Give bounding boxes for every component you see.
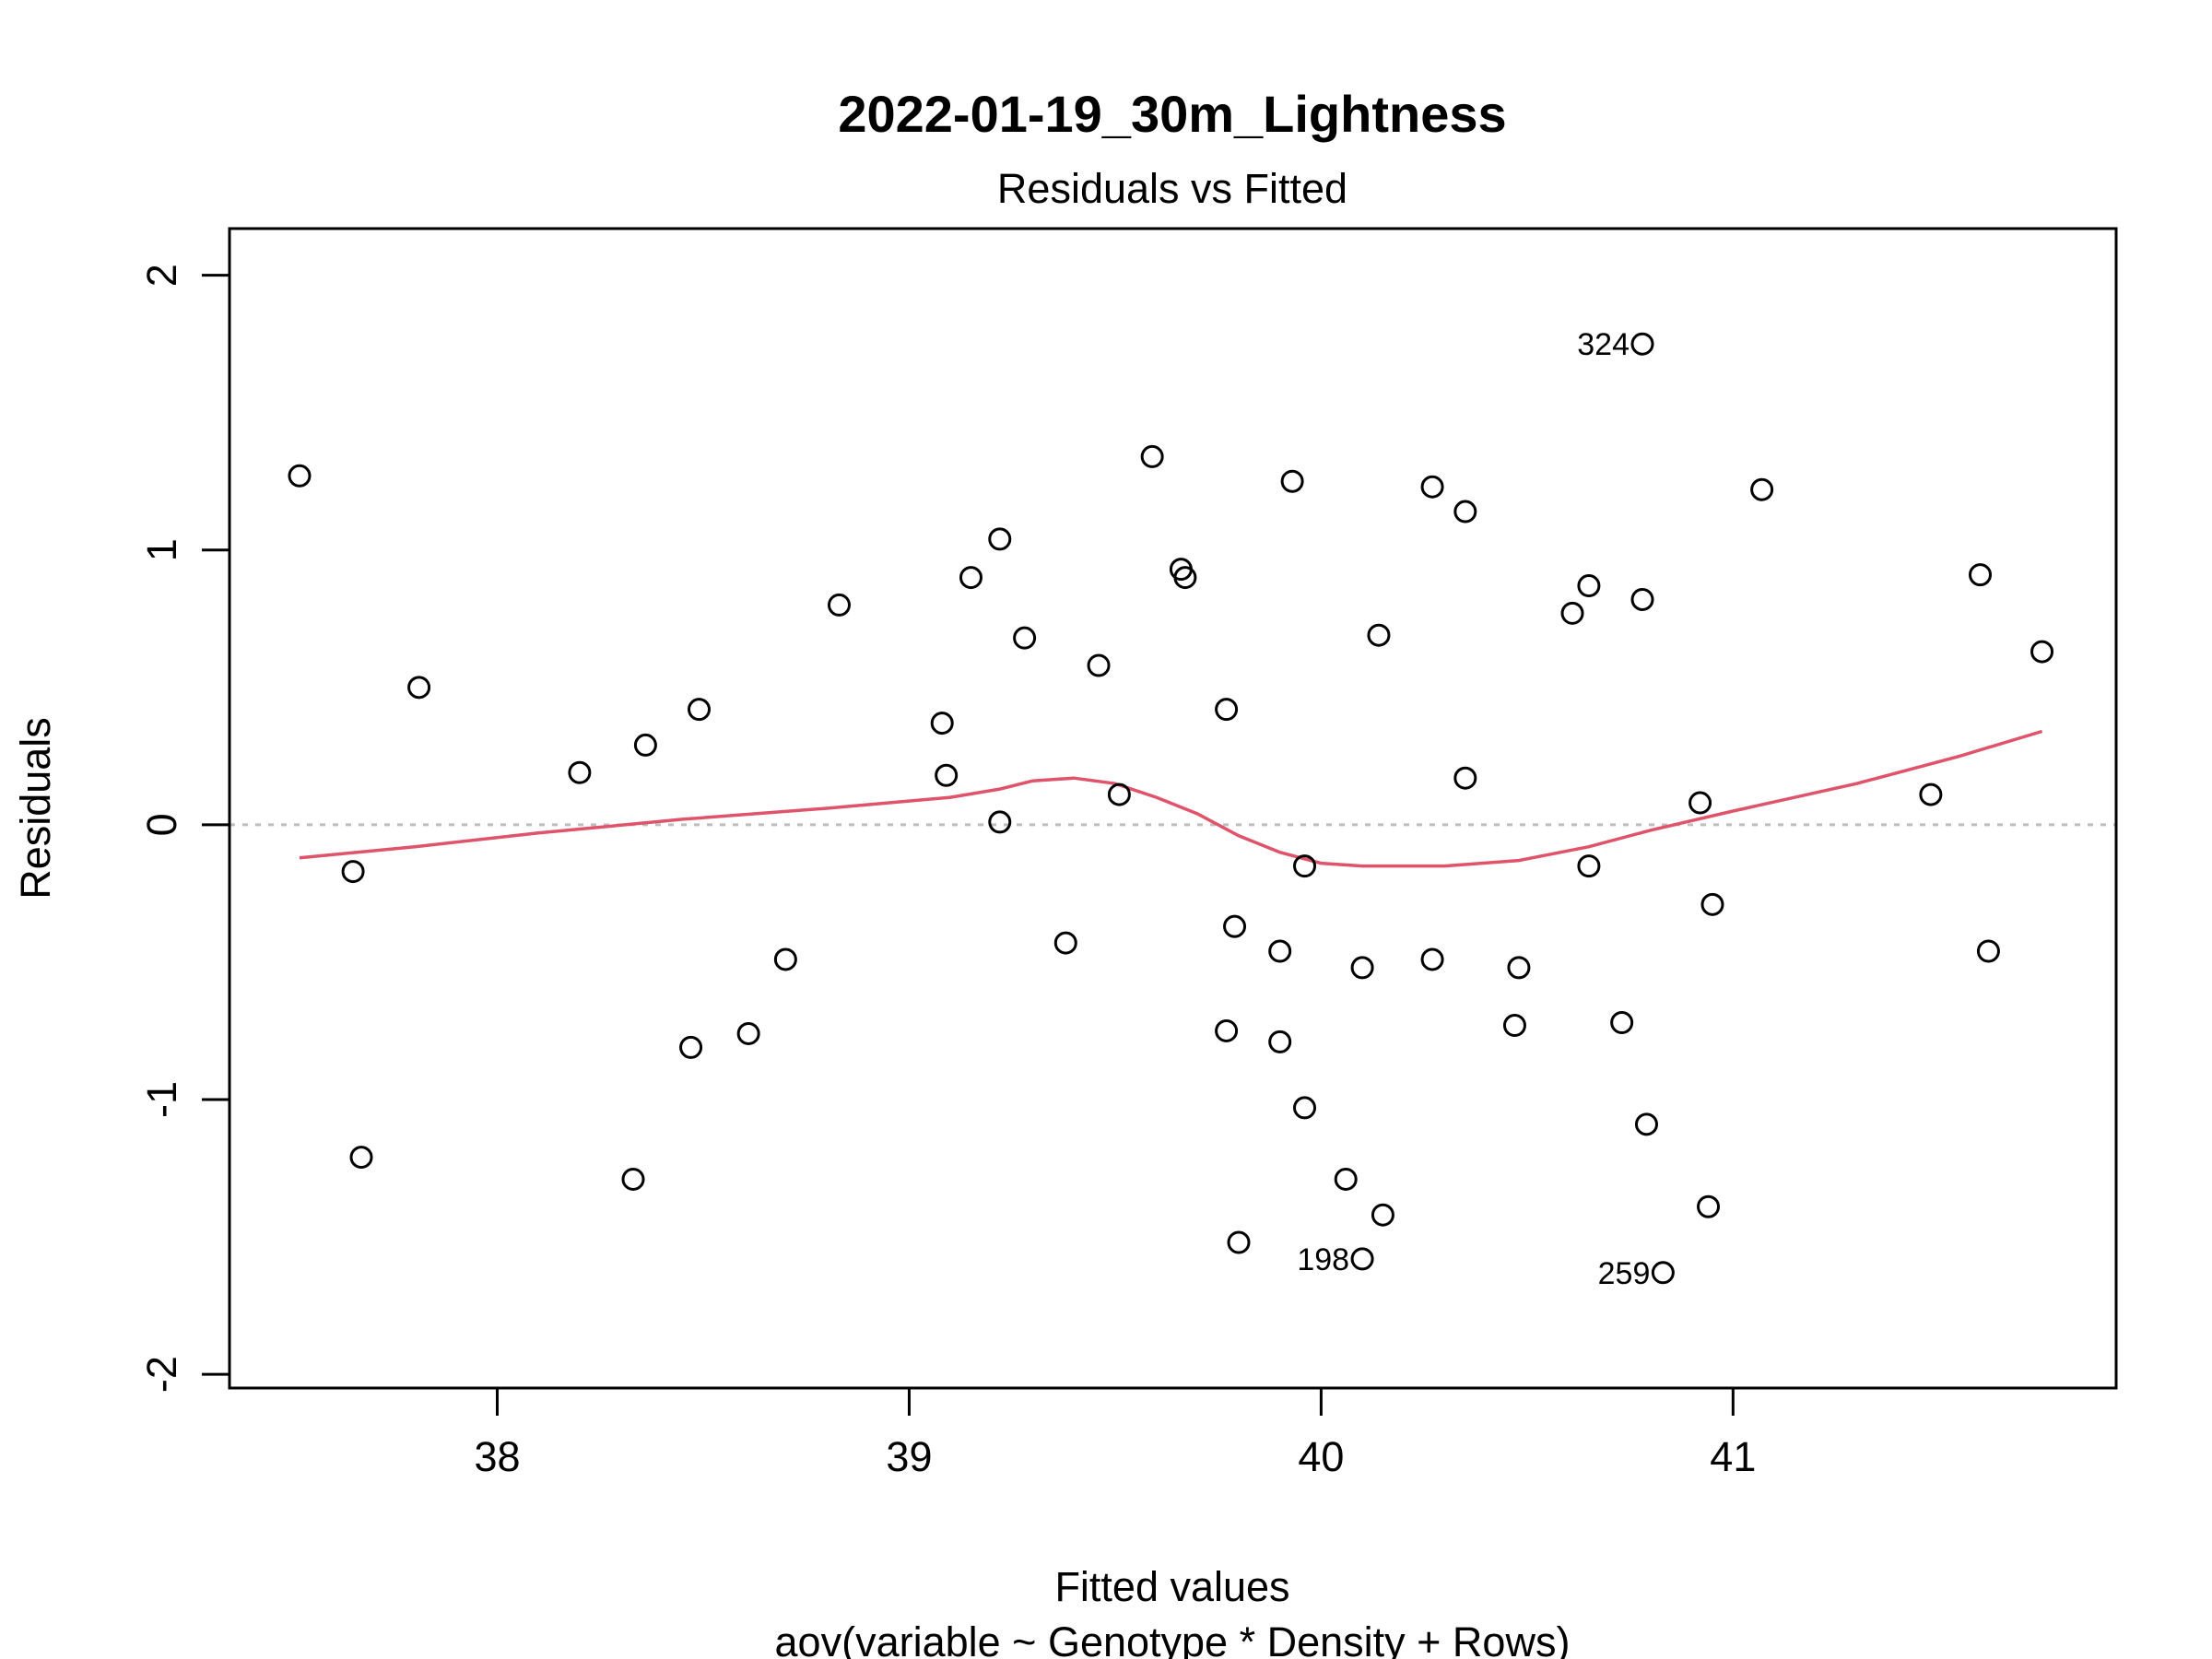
data-point — [1976, 939, 2000, 963]
data-point — [1420, 475, 1444, 499]
smooth-line — [299, 729, 2043, 868]
data-point — [1087, 653, 1111, 677]
data-point — [2030, 640, 2054, 664]
data-point — [1013, 626, 1037, 650]
data-point — [773, 947, 797, 971]
data-point — [1697, 1194, 1721, 1218]
y-tick-label: 1 — [138, 538, 185, 561]
data-point — [988, 810, 1012, 834]
data-point — [633, 733, 657, 757]
data-point — [688, 698, 712, 722]
x-axis: 38 39 40 41 — [474, 1386, 1756, 1480]
data-point — [1223, 914, 1247, 938]
data-point — [1334, 1167, 1358, 1191]
data-point — [1502, 1014, 1526, 1038]
x-tick-label: 39 — [886, 1433, 932, 1480]
data-point — [679, 1035, 703, 1059]
y-tick-label: -2 — [138, 1356, 185, 1393]
data-point — [1227, 1230, 1251, 1254]
data-point — [988, 527, 1012, 551]
y-tick-label: -1 — [138, 1081, 185, 1118]
data-point — [1630, 332, 1654, 356]
data-point — [1453, 766, 1477, 790]
data-point — [1507, 956, 1531, 980]
chart-caption: aov(variable ~ Genotype * Density + Rows… — [775, 1618, 1571, 1659]
data-point — [1420, 947, 1444, 971]
y-axis: -2 -1 0 1 2 — [138, 264, 231, 1393]
plot-frame — [228, 227, 2118, 1390]
chart-title: 2022-01-19_30m_Lightness — [838, 85, 1506, 143]
data-point — [1268, 939, 1292, 963]
chart-subtitle: Residuals vs Fitted — [997, 165, 1347, 212]
data-point — [349, 1146, 373, 1170]
x-tick-label: 38 — [474, 1433, 520, 1480]
data-point — [1053, 931, 1077, 955]
data-point — [1215, 1018, 1239, 1042]
data-point — [1215, 698, 1239, 722]
data-point — [1651, 1261, 1675, 1285]
data-point — [959, 566, 982, 590]
data-point — [1750, 477, 1774, 501]
data-point — [1350, 1247, 1374, 1271]
x-tick-label: 40 — [1298, 1433, 1344, 1480]
data-point — [930, 712, 954, 735]
data-point — [1293, 854, 1317, 878]
y-tick-label: 2 — [138, 264, 185, 287]
y-axis-label: Residuals — [12, 717, 59, 900]
data-point — [288, 464, 312, 488]
data-point — [1140, 444, 1164, 468]
data-point — [621, 1167, 645, 1191]
y-tick-label: 0 — [138, 813, 185, 836]
data-point — [1268, 1030, 1292, 1053]
data-point — [1280, 469, 1304, 493]
data-point — [1173, 566, 1197, 590]
point-label: 198 — [1297, 1242, 1349, 1277]
data-point — [1350, 956, 1374, 980]
data-point — [1367, 623, 1391, 647]
data-point — [407, 676, 431, 700]
data-point — [1610, 1011, 1634, 1035]
point-label: 259 — [1598, 1256, 1651, 1291]
data-point — [568, 760, 592, 784]
points-group — [288, 332, 2054, 1285]
data-point — [1560, 601, 1584, 625]
x-tick-label: 41 — [1710, 1433, 1756, 1480]
data-point — [1293, 1096, 1317, 1120]
data-point — [1688, 791, 1712, 815]
data-point — [1577, 574, 1601, 598]
data-point — [1634, 1112, 1658, 1136]
data-point — [1919, 782, 1943, 806]
data-point — [1371, 1203, 1394, 1227]
x-axis-label: Fitted values — [1054, 1563, 1289, 1610]
data-point — [1700, 892, 1724, 916]
data-point — [1453, 500, 1477, 524]
data-point — [1630, 587, 1654, 611]
point-label: 324 — [1577, 327, 1630, 362]
data-point — [1577, 854, 1601, 878]
data-point — [935, 763, 959, 787]
data-point — [736, 1021, 760, 1045]
data-point — [827, 593, 851, 617]
data-point — [341, 860, 365, 884]
data-point — [1969, 563, 1993, 587]
data-point — [1107, 782, 1131, 806]
point-labels-group: 324 198 259 — [1297, 327, 1650, 1291]
